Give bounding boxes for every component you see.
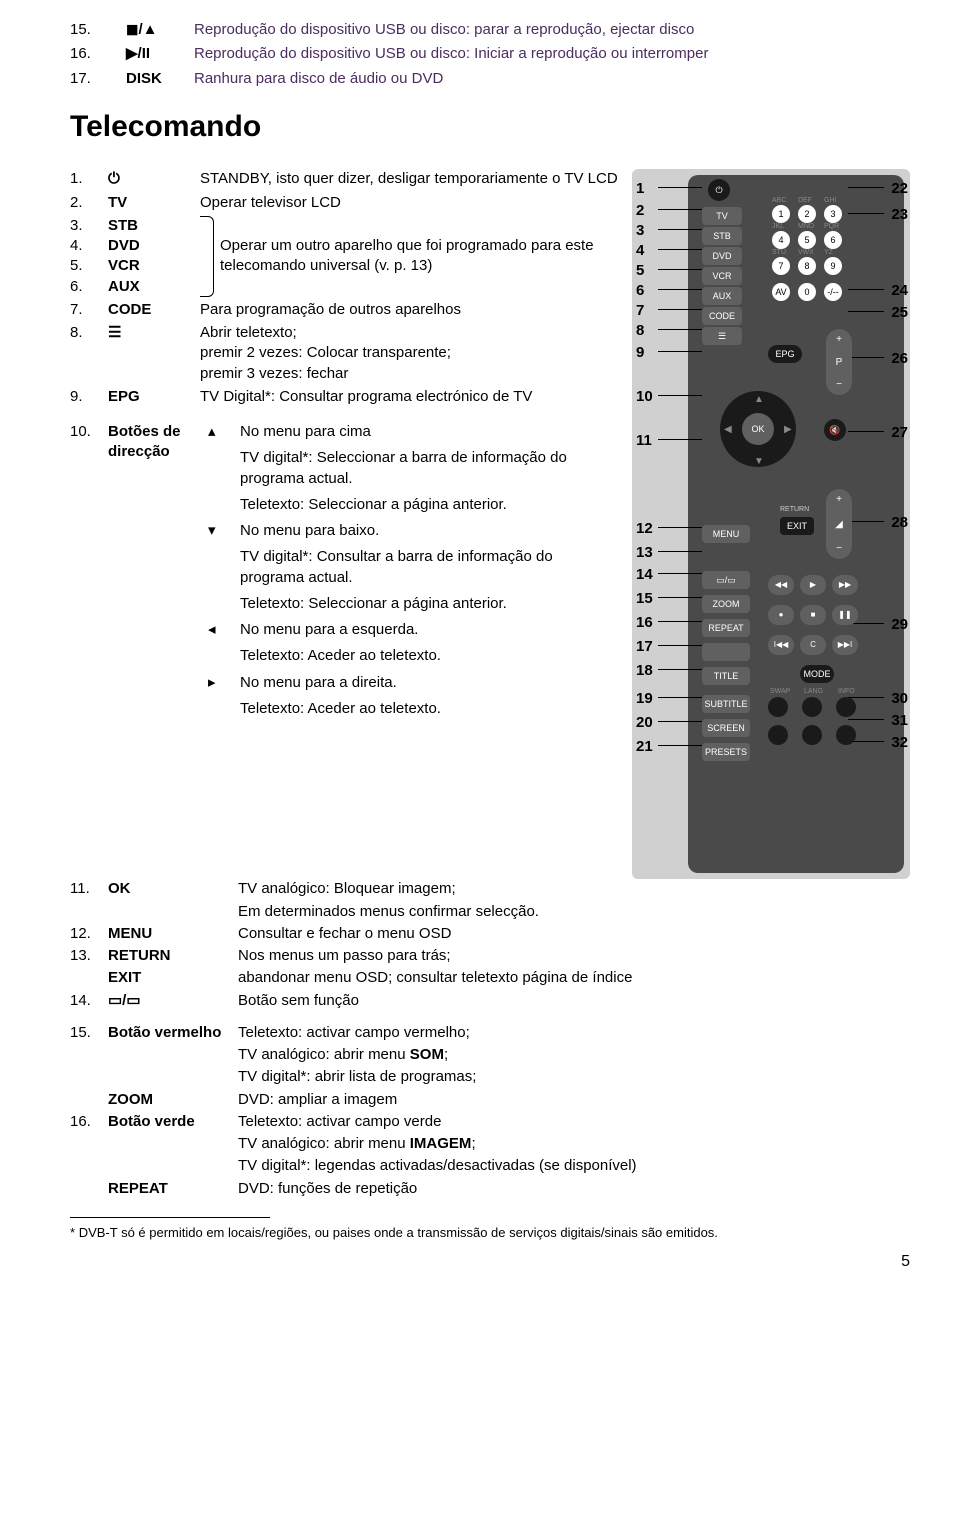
page-number: 5 bbox=[70, 1251, 910, 1273]
item-17-num: 17. bbox=[70, 69, 126, 89]
section-title: Telecomando bbox=[70, 107, 910, 148]
sub1: TV digital*: Seleccionar a barra de info… bbox=[240, 448, 620, 489]
item-16-lbl: ▶/II bbox=[126, 44, 194, 64]
i8-num: 8. bbox=[70, 323, 108, 343]
i1-num: 1. bbox=[70, 169, 108, 189]
arw-up: ▴ bbox=[200, 422, 240, 442]
sub6: No menu para a esquerda. bbox=[240, 620, 620, 640]
arw-l: ◂ bbox=[200, 620, 240, 640]
item-16-text: Reprodução do dispositivo USB ou disco: … bbox=[194, 44, 910, 64]
g-num-3: 3. bbox=[70, 216, 108, 236]
sub0: No menu para cima bbox=[240, 422, 620, 442]
sub7: Teletexto: Aceder ao teletexto. bbox=[240, 646, 620, 666]
i9-num: 9. bbox=[70, 387, 108, 407]
g-lbl-dvd: DVD bbox=[108, 236, 200, 256]
bottom-list: 11.OKTV analógico: Bloquear imagem;Em de… bbox=[70, 879, 910, 1199]
i10-num: 10. bbox=[70, 422, 108, 442]
i9-lbl: EPG bbox=[108, 387, 200, 407]
g-lbl-vcr: VCR bbox=[108, 256, 200, 276]
g-num-6: 6. bbox=[70, 277, 108, 297]
sub3: No menu para baixo. bbox=[240, 521, 620, 541]
item-16-num: 16. bbox=[70, 44, 126, 64]
item-17-lbl: DISK bbox=[126, 69, 194, 89]
sub5: Teletexto: Seleccionar a página anterior… bbox=[240, 594, 620, 614]
i2-desc: Operar televisor LCD bbox=[200, 193, 620, 213]
group-brace bbox=[200, 216, 214, 297]
g-num-4: 4. bbox=[70, 236, 108, 256]
remote-diagram: 1234567891011121314151617181920212223242… bbox=[632, 169, 910, 879]
i7-num: 7. bbox=[70, 300, 108, 320]
g-lbl-stb: STB bbox=[108, 216, 200, 236]
i1-desc: STANDBY, isto quer dizer, desligar tempo… bbox=[200, 169, 620, 189]
sub4: TV digital*: Consultar a barra de inform… bbox=[240, 547, 620, 588]
sub8: No menu para a direita. bbox=[240, 673, 620, 693]
item-15-lbl: ◼/▲ bbox=[126, 20, 194, 40]
item-15-num: 15. bbox=[70, 20, 126, 40]
left-column: 1.⏻STANDBY, isto quer dizer, desligar te… bbox=[70, 169, 620, 879]
i1-lbl: ⏻ bbox=[108, 169, 200, 189]
footnote: * DVB-T só é permitido em locais/regiões… bbox=[70, 1224, 910, 1242]
top-list: 15.◼/▲Reprodução do dispositivo USB ou d… bbox=[70, 20, 910, 89]
item-15-text: Reprodução do dispositivo USB ou disco: … bbox=[194, 20, 910, 40]
item-17-text: Ranhura para disco de áudio ou DVD bbox=[194, 69, 910, 89]
i8-lbl: ☰ bbox=[108, 323, 200, 343]
g-lbl-aux: AUX bbox=[108, 277, 200, 297]
i7-lbl: CODE bbox=[108, 300, 200, 320]
arw-r: ▸ bbox=[200, 673, 240, 693]
sub2: Teletexto: Seleccionar a página anterior… bbox=[240, 495, 620, 515]
arw-dn: ▾ bbox=[200, 521, 240, 541]
i10-lbl: Botões de direcção bbox=[108, 422, 200, 463]
footnote-rule bbox=[70, 1217, 270, 1218]
i9-desc: TV Digital*: Consultar programa electrón… bbox=[200, 387, 620, 407]
i8-desc: Abrir teletexto; premir 2 vezes: Colocar… bbox=[200, 323, 620, 384]
group-desc: Operar um outro aparelho que foi program… bbox=[220, 236, 620, 277]
i7-desc: Para programação de outros aparelhos bbox=[200, 300, 620, 320]
sub9: Teletexto: Aceder ao teletexto. bbox=[240, 699, 620, 719]
g-num-5: 5. bbox=[70, 256, 108, 276]
i2-lbl: TV bbox=[108, 193, 200, 213]
i2-num: 2. bbox=[70, 193, 108, 213]
